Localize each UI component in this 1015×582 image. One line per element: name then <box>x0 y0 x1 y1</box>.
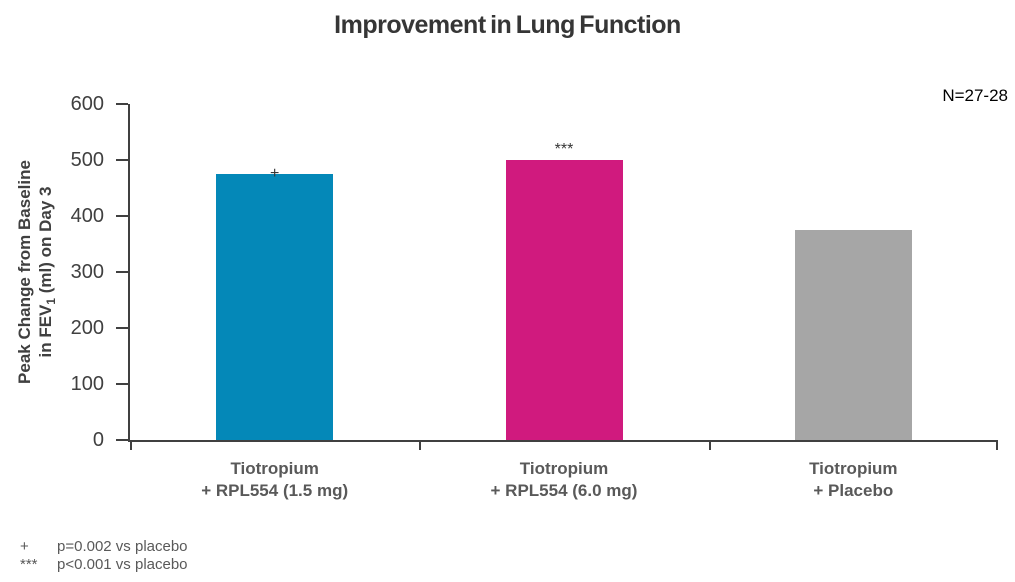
y-axis-tick <box>116 383 128 385</box>
x-category-label: Tiotropium + RPL554 (6.0 mg) <box>490 459 638 500</box>
significance-marker: + <box>269 165 280 182</box>
y-axis-tick <box>116 439 128 441</box>
y-axis-tick-label: 100 <box>70 373 104 395</box>
plot-area: 0 100 200 300 400 500 600 + Tiotropium + RPL554 … <box>71 93 998 500</box>
footnote-text: p=0.002 vs placebo <box>57 538 188 555</box>
x-axis-tick <box>996 442 998 450</box>
y-axis-tick <box>116 215 128 217</box>
sample-size-note: N=27-28 <box>942 86 1008 105</box>
x-category-label: Tiotropium + RPL554 (1.5 mg) <box>201 459 349 500</box>
x-axis-tick <box>130 442 132 450</box>
significance-marker: *** <box>554 141 574 158</box>
y-axis-tick-label: 500 <box>70 149 104 171</box>
y-axis-tick <box>116 159 128 161</box>
footnote-symbol: + <box>20 538 29 555</box>
footnotes: + p=0.002 vs placebo *** p<0.001 vs plac… <box>20 538 188 574</box>
chart-title: Improvement in Lung Function <box>334 11 681 39</box>
x-axis-tick <box>419 442 422 450</box>
footnote-row: + p=0.002 vs placebo <box>20 538 188 556</box>
bar-3 <box>794 230 912 440</box>
y-axis-tick <box>116 327 128 329</box>
footnote-text: p<0.001 vs placebo <box>57 556 188 573</box>
footnote-symbol: *** <box>20 556 38 573</box>
y-axis-tick-label: 0 <box>92 429 104 451</box>
y-axis-tick-label: 600 <box>70 93 104 115</box>
y-axis-tick-label: 200 <box>70 317 104 339</box>
bar-2 <box>505 160 623 440</box>
x-category-label: Tiotropium + Placebo <box>809 459 898 500</box>
x-axis-tick <box>708 442 711 450</box>
fev1-subscript: 1 <box>44 297 59 305</box>
y-axis-tick <box>116 103 128 105</box>
y-axis-tick <box>116 271 128 273</box>
y-axis-tick-label: 300 <box>70 261 104 283</box>
bar-1 <box>216 174 334 440</box>
footnote-row: *** p<0.001 vs placebo <box>20 556 188 574</box>
y-axis-tick-label: 400 <box>70 205 104 227</box>
